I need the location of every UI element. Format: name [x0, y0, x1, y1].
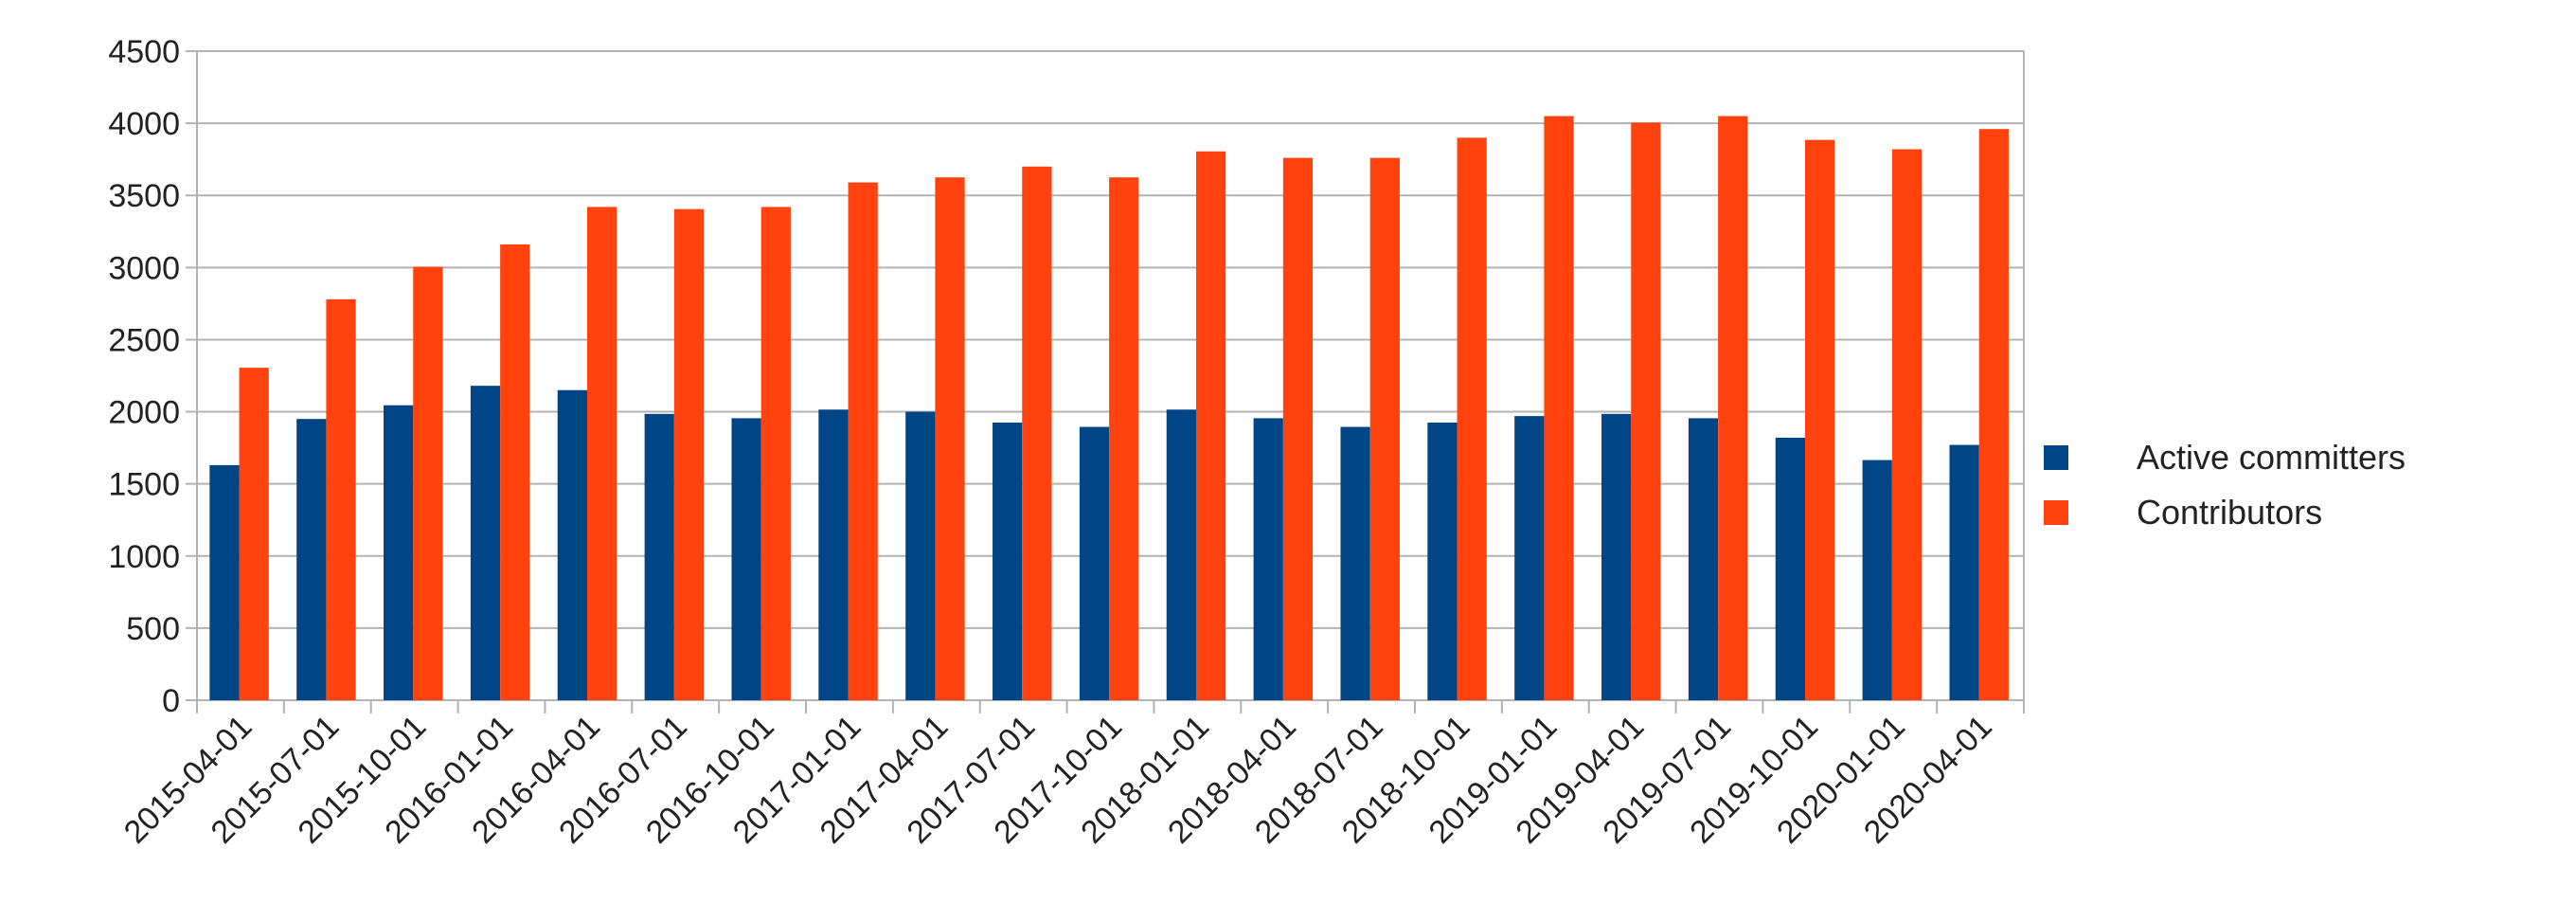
- bar-contributors: [1109, 177, 1139, 700]
- bar-active-committers: [1166, 409, 1196, 700]
- legend-label: Contributors: [2137, 493, 2322, 532]
- bar-active-committers: [1601, 413, 1632, 700]
- bar-contributors: [239, 368, 269, 700]
- bar-active-committers: [1775, 437, 1805, 700]
- bar-contributors: [1369, 157, 1400, 701]
- bar-contributors: [326, 298, 356, 700]
- bar-active-committers: [993, 422, 1023, 700]
- bar-active-committers: [1949, 444, 1979, 700]
- y-tick-label: 2500: [108, 322, 180, 358]
- bar-active-committers: [731, 418, 761, 700]
- y-tick-label: 0: [162, 683, 180, 719]
- bar-active-committers: [905, 411, 936, 700]
- y-tick-label: 500: [126, 611, 180, 647]
- bar-contributors: [1978, 129, 2009, 700]
- bar-active-committers: [1688, 418, 1719, 700]
- bar-contributors: [1718, 116, 1748, 700]
- y-tick-label: 1500: [108, 467, 180, 503]
- bar-contributors: [1195, 151, 1226, 701]
- bar-contributors: [500, 244, 530, 700]
- x-tick-labels: 2015-04-012015-07-012015-10-012016-01-01…: [117, 709, 1999, 851]
- bar-contributors: [1891, 149, 1923, 700]
- y-tick-label: 1000: [108, 539, 180, 575]
- bar-active-committers: [557, 389, 587, 700]
- bar-contributors: [413, 266, 443, 700]
- bar-active-committers: [384, 405, 414, 700]
- bar-active-committers: [296, 419, 327, 700]
- bar-contributors: [673, 208, 705, 700]
- bar-active-committers: [1427, 422, 1458, 700]
- bar-contributors: [586, 207, 617, 700]
- y-tick-label: 2000: [108, 395, 180, 431]
- bar-active-committers: [1079, 426, 1110, 700]
- bar-active-committers: [209, 464, 240, 700]
- y-tick-label: 3000: [108, 250, 180, 286]
- bar-contributors: [1804, 139, 1835, 700]
- legend-label: Active committers: [2137, 438, 2406, 477]
- bar-contributors: [848, 182, 878, 700]
- bar-contributors: [1282, 157, 1314, 701]
- bar-contributors: [1631, 122, 1661, 701]
- y-tick-labels: 0 500 1000 1500 2000 2500 3000 3500 4000 4500: [108, 34, 180, 719]
- axes: [196, 51, 2025, 713]
- bar-contributors: [935, 177, 965, 700]
- bars: [209, 116, 2009, 701]
- bar-contributors: [1022, 166, 1052, 700]
- bar-active-committers: [470, 386, 501, 700]
- bar-active-committers: [818, 409, 849, 700]
- bar-active-committers: [1862, 460, 1892, 700]
- legend-swatch: [2044, 445, 2068, 470]
- legend-swatch: [2044, 500, 2068, 525]
- bar-active-committers: [1340, 426, 1370, 700]
- bar-active-committers: [644, 413, 674, 700]
- bar-contributors: [1544, 116, 1574, 700]
- y-tick-label: 4500: [108, 34, 180, 70]
- bar-contributors: [1457, 137, 1487, 701]
- bar-active-committers: [1253, 418, 1283, 700]
- y-tick-label: 3500: [108, 178, 180, 214]
- bar-contributors: [760, 207, 791, 700]
- legend: Active committers Contributors: [2044, 438, 2406, 532]
- bar-active-committers: [1514, 416, 1545, 700]
- y-tick-label: 4000: [108, 106, 180, 142]
